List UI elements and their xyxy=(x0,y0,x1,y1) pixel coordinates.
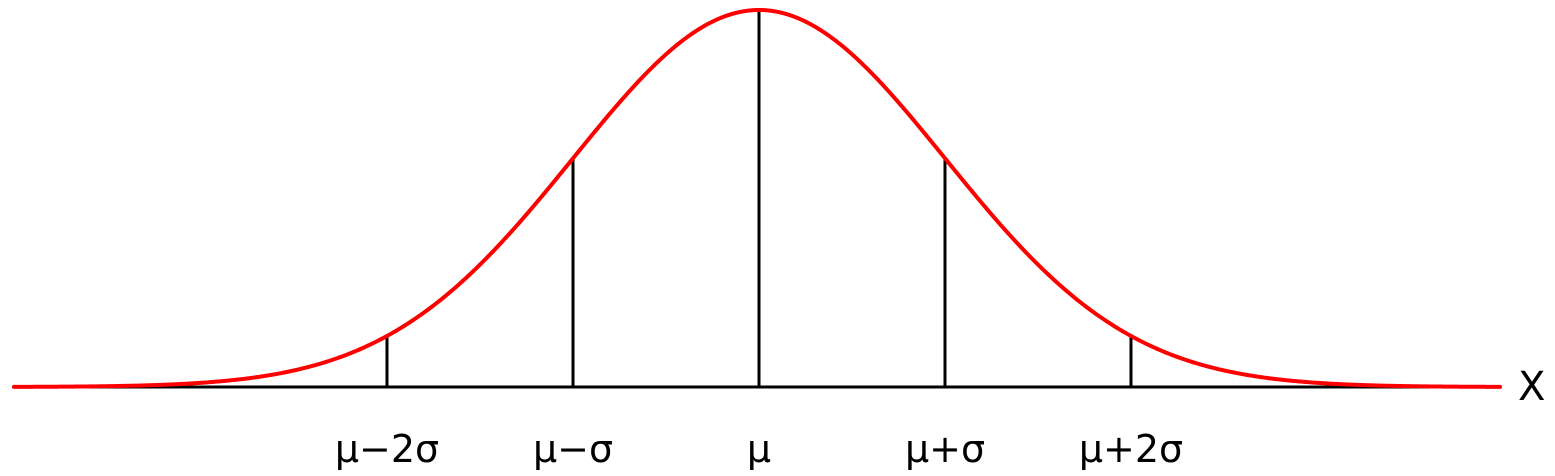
tick-label: μ−σ xyxy=(533,427,613,471)
tick-label: μ xyxy=(747,427,771,471)
sigma-marker-lines xyxy=(385,11,1133,387)
tick-label: μ+σ xyxy=(905,427,985,471)
tick-label: μ+2σ xyxy=(1079,427,1183,471)
normal-curve xyxy=(12,8,1502,389)
tick-label: μ−2σ xyxy=(335,427,439,471)
x-axis-label: X xyxy=(1518,364,1545,410)
sigma-tick-labels: μ−2σ μ−σ μ μ+σ μ+2σ xyxy=(335,427,1183,471)
